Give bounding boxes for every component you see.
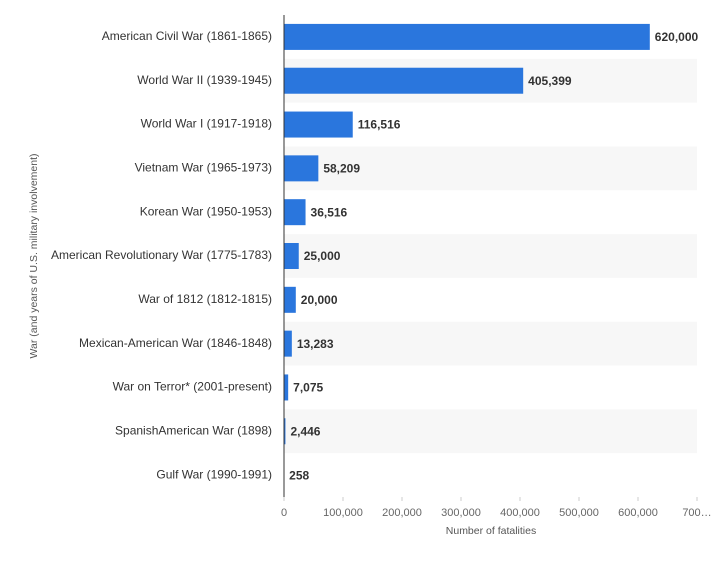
bar	[284, 155, 318, 181]
value-label: 25,000	[304, 249, 341, 263]
y-tick-label: Mexican-American War (1846-1848)	[79, 336, 272, 350]
y-tick-label: War of 1812 (1812-1815)	[138, 292, 272, 306]
row-stripe	[284, 322, 697, 366]
x-tick-label: 300,000	[441, 507, 481, 519]
x-tick-label: 400,000	[500, 507, 540, 519]
y-tick-label: Korean War (1950-1953)	[140, 204, 272, 218]
x-tick-label: 100,000	[323, 507, 363, 519]
value-label: 13,283	[297, 337, 334, 351]
bar	[284, 374, 288, 400]
x-tick-label: 600,000	[618, 507, 658, 519]
y-tick-label: American Civil War (1861-1865)	[102, 29, 272, 43]
row-stripe	[284, 409, 697, 453]
row-stripe	[284, 234, 697, 278]
y-tick-label: World War II (1939-1945)	[137, 73, 272, 87]
y-tick-label: War on Terror* (2001-present)	[113, 380, 272, 394]
bar	[284, 112, 353, 138]
value-label: 116,516	[358, 118, 401, 132]
bar	[284, 243, 299, 269]
value-label: 620,000	[655, 30, 699, 44]
value-label: 20,000	[301, 293, 338, 307]
x-tick-label: 200,000	[382, 507, 422, 519]
bar	[284, 24, 650, 50]
bar	[284, 287, 296, 313]
x-tick-label: 0	[281, 507, 287, 519]
y-axis-label: War (and years of U.S. military involvem…	[28, 153, 40, 358]
y-tick-label: Vietnam War (1965-1973)	[135, 161, 272, 175]
y-tick-label: Gulf War (1990-1991)	[156, 467, 272, 481]
value-label: 36,516	[311, 205, 348, 219]
x-tick-label: 700…	[682, 507, 711, 519]
bar	[284, 331, 292, 357]
value-label: 2,446	[290, 424, 320, 438]
value-label: 258	[289, 468, 309, 482]
y-tick-label: SpanishAmerican War (1898)	[115, 423, 272, 437]
x-axis-label: Number of fatalities	[446, 525, 536, 537]
y-tick-label: World War I (1917-1918)	[141, 117, 272, 131]
bar	[284, 199, 306, 225]
x-tick-label: 500,000	[559, 507, 599, 519]
value-label: 7,075	[293, 381, 323, 395]
bar	[284, 68, 523, 94]
value-label: 58,209	[323, 162, 360, 176]
y-tick-label: American Revolutionary War (1775-1783)	[51, 248, 272, 262]
value-label: 405,399	[528, 74, 572, 88]
